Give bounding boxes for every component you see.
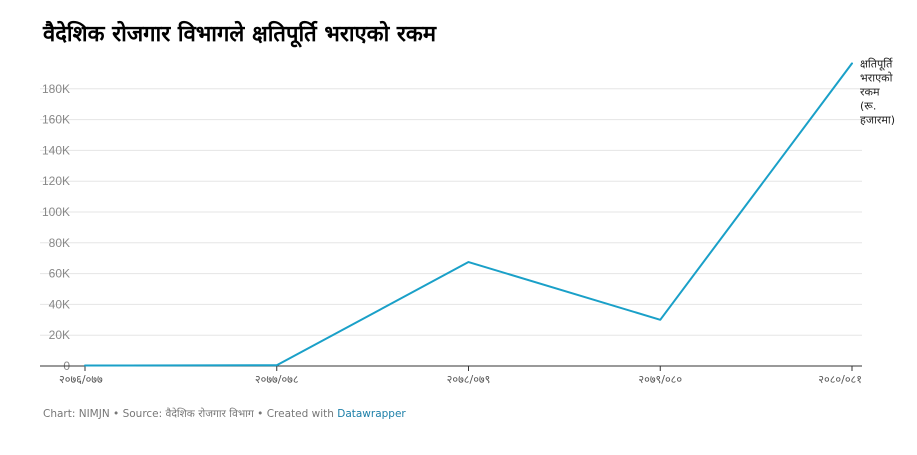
created-with-text: Created with	[266, 408, 338, 420]
chart-credit: Chart: NIMJN	[43, 408, 110, 420]
footer-separator: •	[253, 408, 267, 420]
x-tick-label: २०७७/०७८	[255, 373, 299, 386]
y-tick-label: 40K	[49, 297, 70, 311]
x-tick-label: २०७९/०८०	[638, 373, 682, 386]
series-label-line: हजारमा)	[860, 113, 895, 126]
y-tick-label: 140K	[42, 143, 70, 157]
chart-footer: Chart: NIMJN • Source: वैदेशिक रोजगार वि…	[43, 407, 406, 421]
series-label: क्षतिपूर्ति भराएको रकम (रू. हजारमा)	[860, 57, 895, 126]
datawrapper-link[interactable]: Datawrapper	[337, 408, 406, 420]
series-label-line: भराएको	[860, 71, 893, 84]
series-line	[84, 62, 853, 367]
x-tick-label: २०७६/०७७	[59, 373, 103, 386]
x-tick-label: २०८०/०८१	[818, 373, 862, 386]
series-label-line: क्षतिपूर्ति	[860, 57, 893, 71]
y-tick-label: 120K	[42, 174, 70, 188]
source-text: Source: वैदेशिक रोजगार विभाग	[122, 408, 254, 420]
chart-title: वैदेशिक रोजगार विभागले क्षतिपूर्ति भराएक…	[43, 22, 436, 47]
y-tick-label: 180K	[42, 82, 70, 96]
series-label-line: (रू.	[860, 99, 876, 112]
x-tick-label: २०७८/०७९	[447, 373, 491, 386]
y-tick-label: 100K	[42, 205, 70, 219]
footer-separator: •	[109, 408, 123, 420]
y-tick-label: 160K	[42, 113, 70, 127]
y-tick-label: 80K	[49, 236, 70, 250]
y-tick-label: 60K	[49, 267, 70, 281]
y-tick-label: 20K	[49, 328, 70, 342]
series-label-line: रकम	[860, 85, 880, 98]
line-chart: 020K40K60K80K100K120K140K160K180K२०७६/०७…	[40, 57, 895, 386]
